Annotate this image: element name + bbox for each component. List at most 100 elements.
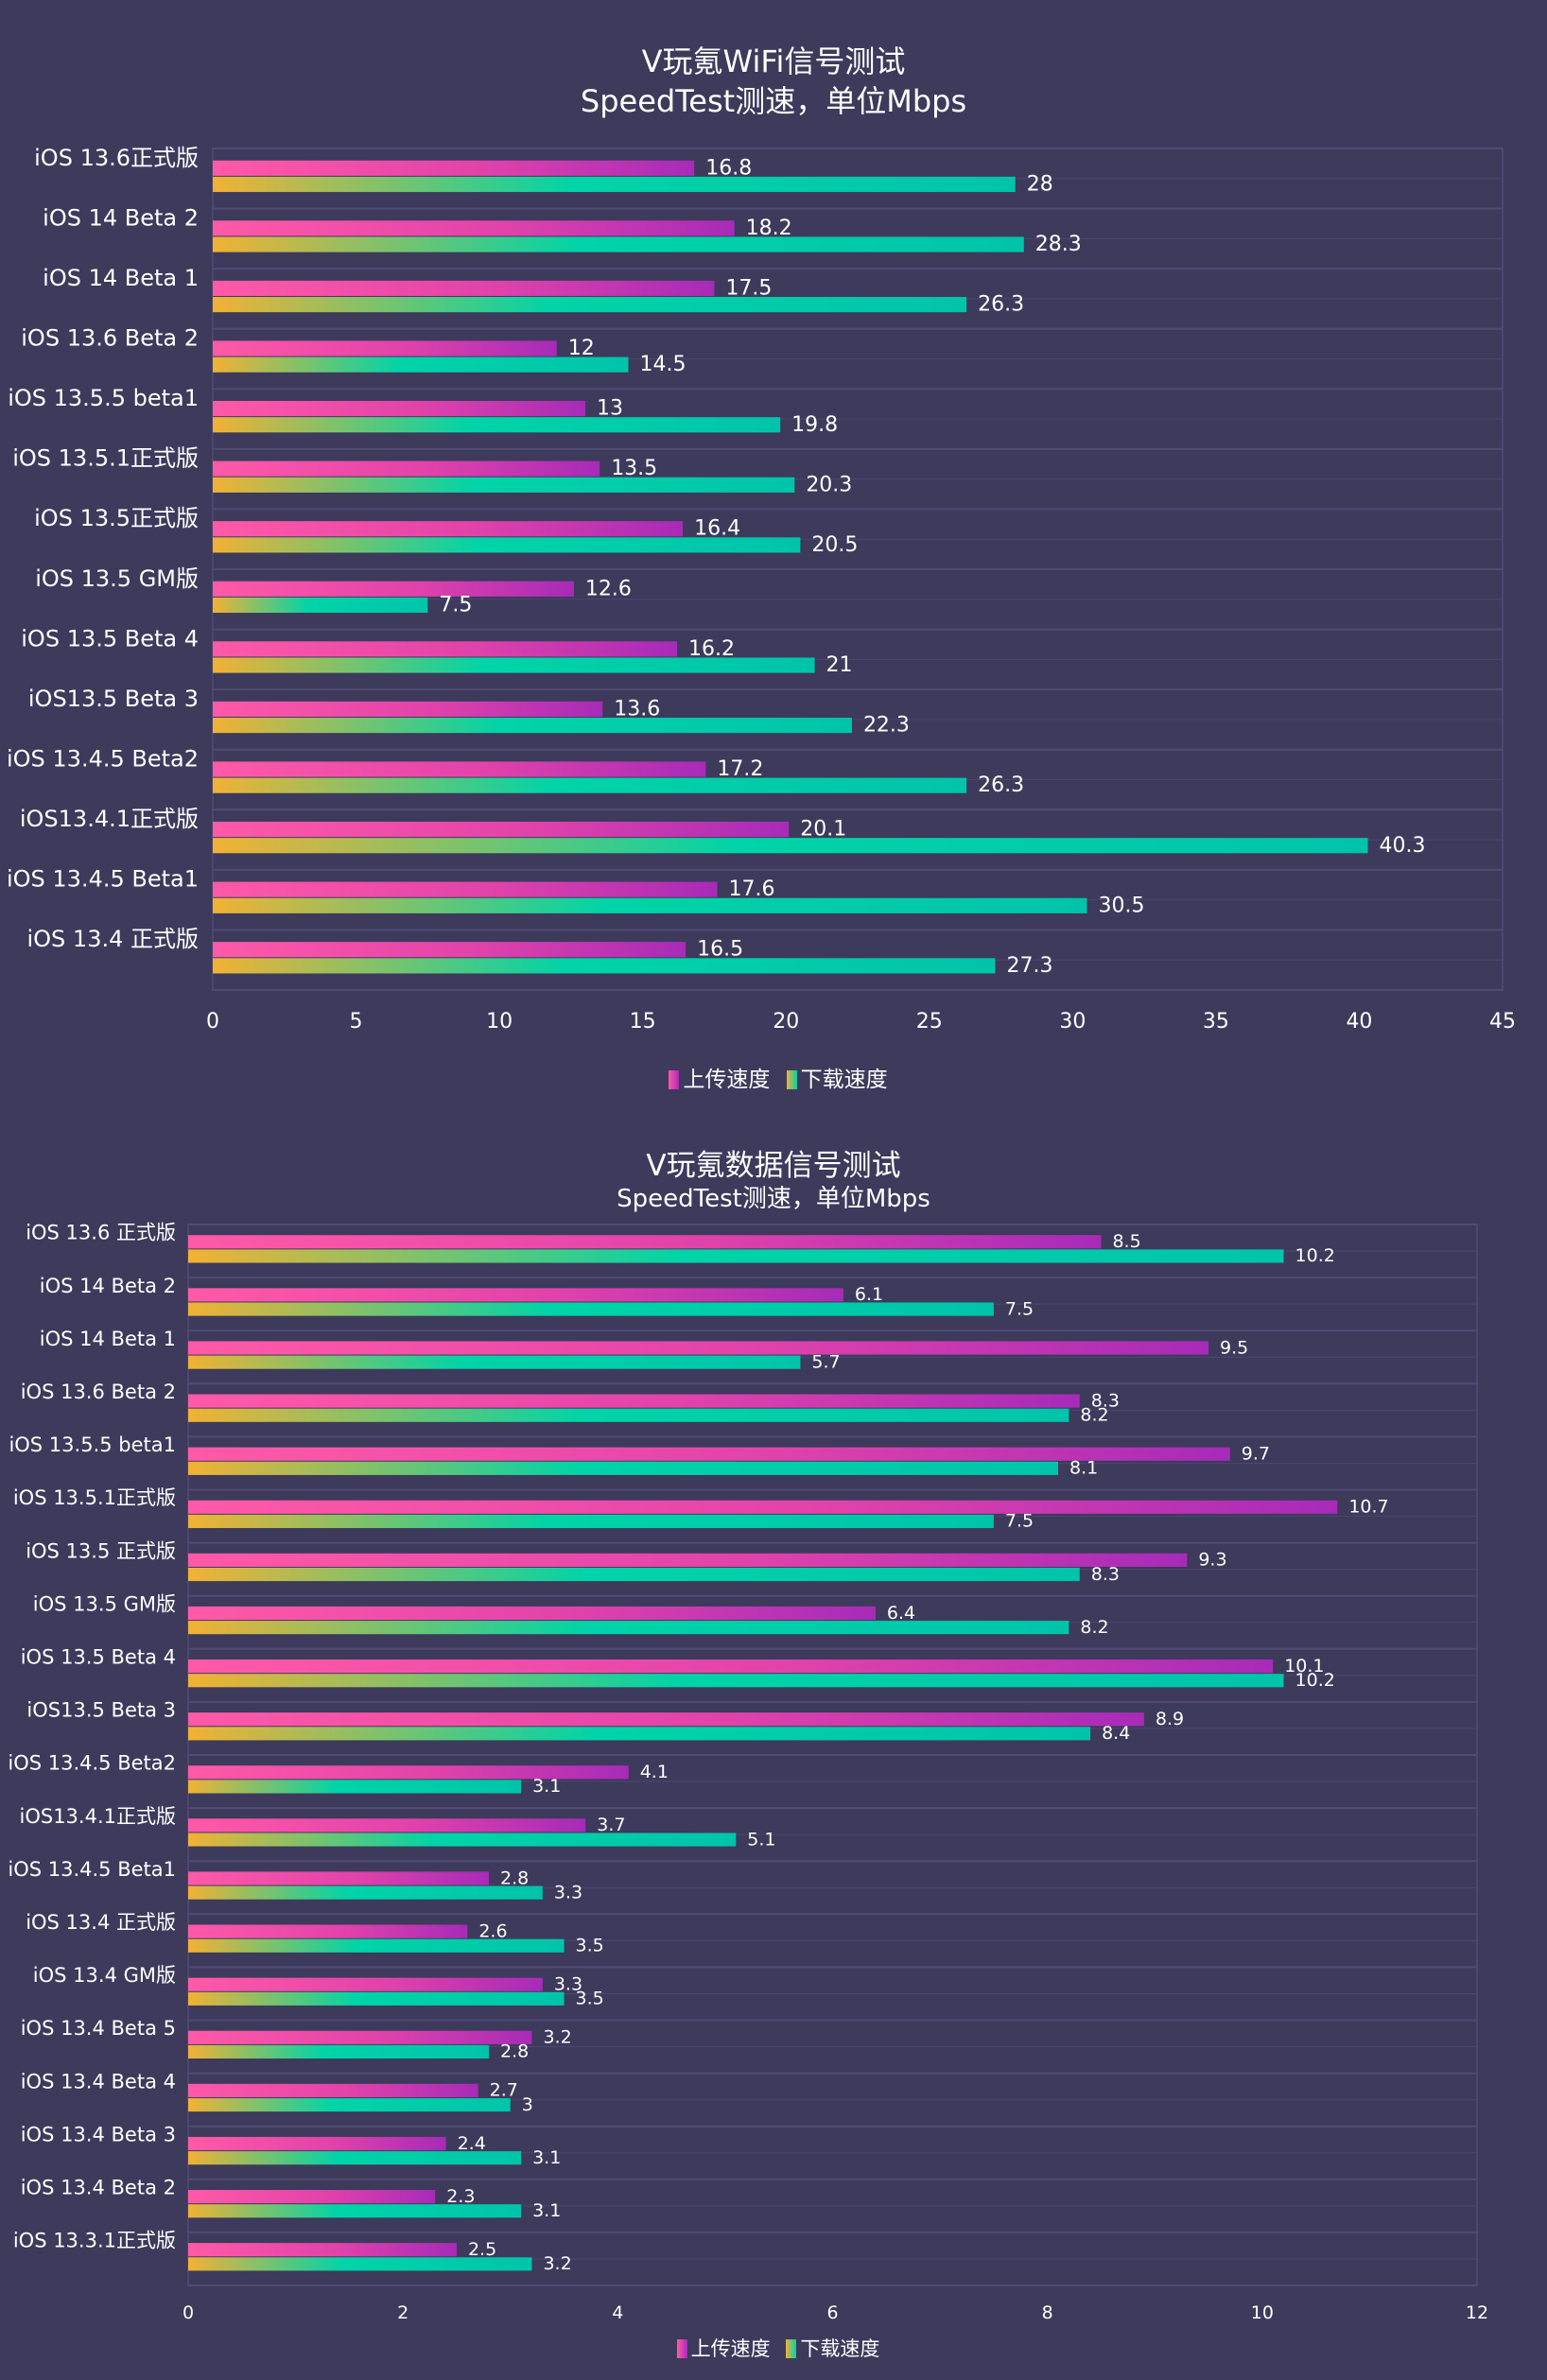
download-bar [188, 1938, 565, 1953]
upload-bar [188, 1818, 586, 1833]
download-bar [188, 1514, 994, 1529]
download-bar [188, 1780, 522, 1794]
download-bar [213, 176, 1016, 193]
upload-value-label: 18.2 [746, 217, 792, 240]
download-bar [213, 777, 967, 793]
download-value-label: 7.5 [1005, 1511, 1034, 1532]
upload-bar [188, 1500, 1338, 1514]
category-label: iOS 13.3.1正式版 [13, 2230, 176, 2252]
upload-value-label: 2.4 [458, 2133, 486, 2154]
download-legend-swatch [786, 1070, 797, 1089]
upload-value-label: 3.2 [543, 2027, 571, 2048]
download-value-label: 8.4 [1102, 1723, 1130, 1744]
download-bar [188, 1833, 737, 1847]
download-value-label: 3.5 [576, 1989, 604, 2009]
download-value-label: 7.5 [1005, 1298, 1034, 1319]
download-value-label: 26.3 [978, 293, 1024, 317]
upload-bar [188, 1712, 1144, 1727]
download-bar [188, 1727, 1091, 1741]
download-bar [188, 2204, 522, 2218]
data-chart-title: V玩氪数据信号测试 [646, 1149, 901, 1183]
download-bar [188, 1991, 565, 2006]
upload-bar [188, 1765, 629, 1780]
category-label: iOS13.5 Beta 3 [28, 686, 199, 712]
upload-value-label: 3.3 [554, 1973, 582, 1994]
x-tick-label: 12 [1466, 2302, 1488, 2323]
download-bar [213, 537, 801, 553]
upload-value-label: 13 [597, 397, 623, 421]
upload-bar [213, 761, 706, 777]
upload-value-label: 13.6 [614, 697, 660, 721]
download-value-label: 3 [522, 2094, 533, 2115]
download-value-label: 28 [1027, 172, 1053, 196]
category-label: iOS 13.5.1正式版 [13, 1486, 176, 1509]
upload-value-label: 12.6 [585, 577, 632, 600]
x-tick-label: 10 [1251, 2302, 1274, 2323]
upload-value-label: 9.5 [1220, 1337, 1248, 1358]
upload-value-label: 2.5 [468, 2239, 496, 2260]
upload-bar [213, 581, 574, 597]
upload-value-label: 16.5 [697, 938, 743, 962]
download-bar [213, 718, 852, 734]
upload-value-label: 16.2 [688, 637, 735, 661]
download-bar [188, 1674, 1284, 1688]
upload-bar [188, 1871, 490, 1885]
upload-legend-label: 上传速度 [690, 2337, 771, 2360]
category-label: iOS 13.4 Beta 4 [21, 2070, 176, 2093]
upload-bar [188, 1288, 843, 1302]
upload-value-label: 2.3 [446, 2186, 475, 2207]
x-tick-label: 45 [1489, 1010, 1516, 1034]
upload-value-label: 12 [568, 337, 595, 360]
upload-legend-label: 上传速度 [683, 1068, 771, 1092]
upload-value-label: 16.8 [705, 156, 752, 180]
download-legend-label: 下载速度 [800, 1068, 888, 1092]
category-label: iOS 13.4.5 Beta2 [7, 746, 199, 773]
upload-value-label: 8.5 [1112, 1231, 1140, 1252]
download-value-label: 19.8 [791, 413, 838, 437]
upload-bar [188, 1924, 468, 1938]
download-bar [213, 897, 1087, 913]
upload-bar [188, 1977, 543, 1991]
download-bar [188, 1302, 994, 1316]
upload-bar [213, 220, 735, 236]
upload-bar [188, 2190, 436, 2204]
x-tick-label: 5 [350, 1010, 363, 1034]
upload-value-label: 17.5 [725, 276, 772, 300]
x-tick-label: 25 [916, 1010, 943, 1034]
x-tick-label: 2 [397, 2302, 408, 2323]
data-chart-legend: 上传速度 下载速度 [0, 2334, 1547, 2362]
upload-bar [213, 641, 678, 657]
upload-bar [213, 881, 718, 897]
download-bar [213, 838, 1368, 854]
category-label: iOS 13.4 Beta 3 [21, 2123, 176, 2145]
category-label: iOS 14 Beta 2 [43, 204, 199, 231]
upload-value-label: 2.8 [500, 1868, 529, 1888]
wifi-chart-legend: 上传速度 下载速度 [0, 1061, 1547, 1093]
data-chart-subtitle: SpeedTest测速，单位Mbps [617, 1185, 930, 1213]
download-value-label: 8.3 [1091, 1564, 1120, 1585]
download-bar [188, 1249, 1284, 1263]
category-label: iOS 13.5 Beta 4 [21, 1646, 176, 1669]
upload-value-label: 16.4 [694, 517, 740, 541]
x-tick-label: 30 [1059, 1010, 1086, 1034]
upload-bar [213, 942, 687, 958]
download-bar [188, 1461, 1059, 1475]
x-tick-label: 20 [773, 1010, 799, 1034]
download-value-label: 3.1 [532, 1776, 561, 1797]
wifi-chart-title: V玩氪WiFi信号测试 [641, 43, 906, 79]
upload-value-label: 10.1 [1284, 1656, 1324, 1676]
download-bar [213, 236, 1024, 252]
download-bar [213, 958, 996, 974]
x-tick-label: 6 [826, 2302, 838, 2323]
upload-bar [188, 2030, 532, 2044]
download-bar [213, 297, 967, 313]
download-value-label: 3.1 [532, 2200, 561, 2221]
x-tick-label: 35 [1203, 1010, 1229, 1034]
download-value-label: 14.5 [640, 353, 687, 376]
download-bar [188, 1408, 1069, 1422]
x-tick-label: 10 [486, 1010, 513, 1034]
category-label: iOS 13.6 正式版 [26, 1222, 176, 1244]
download-bar [188, 2151, 522, 2165]
upload-value-label: 8.3 [1091, 1390, 1120, 1411]
